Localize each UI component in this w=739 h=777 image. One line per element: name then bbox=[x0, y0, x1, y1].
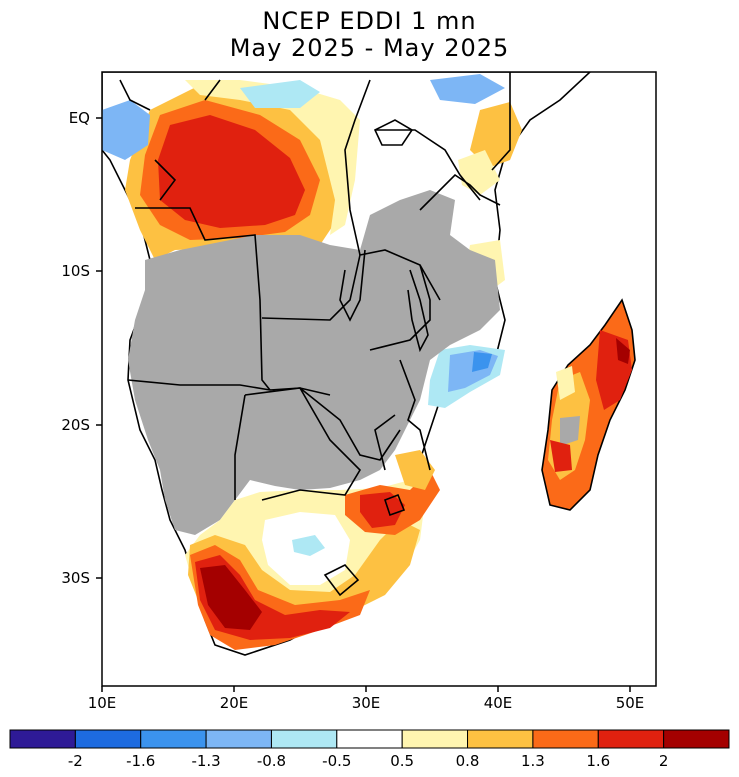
map-frame bbox=[101, 71, 657, 687]
legend-label: -0.8 bbox=[257, 752, 286, 770]
legend-swatch bbox=[74, 729, 142, 749]
lon-label: 10E bbox=[88, 694, 117, 712]
map-fields bbox=[102, 72, 636, 656]
lake-malawi bbox=[407, 269, 429, 353]
lon-label: 30E bbox=[352, 694, 381, 712]
border-tanzania bbox=[419, 173, 501, 211]
lat-label: 10S bbox=[61, 262, 90, 280]
legend-swatch bbox=[336, 729, 403, 749]
lake-victoria bbox=[373, 119, 414, 146]
border-botswana bbox=[244, 387, 362, 501]
gabon-wet bbox=[102, 100, 150, 160]
legend-swatch bbox=[205, 729, 272, 749]
legend-swatch bbox=[270, 729, 338, 749]
legend-colorbar: -2 -1.6 -1.3 -0.8 -0.5 0.5 0.8 1.3 1.6 2 bbox=[9, 729, 730, 770]
lat-label: 20S bbox=[61, 416, 90, 434]
legend-label: 2 bbox=[659, 752, 669, 770]
legend-label: 0.8 bbox=[456, 752, 480, 770]
legend-label: -1.6 bbox=[126, 752, 155, 770]
eswatini-severe bbox=[360, 492, 405, 528]
border-mozambique bbox=[399, 359, 431, 471]
north-central-wet bbox=[240, 80, 320, 108]
legend-label: 0.5 bbox=[390, 752, 414, 770]
central-africa-mild bbox=[185, 80, 360, 235]
legend-swatch bbox=[532, 729, 599, 749]
country-borders bbox=[119, 72, 511, 597]
map-subtitle: May 2025 - May 2025 bbox=[229, 34, 510, 62]
south-africa-extreme bbox=[200, 565, 262, 630]
border-west bbox=[119, 79, 221, 201]
mozambique-south-moderate bbox=[395, 450, 435, 490]
border-eswatini bbox=[383, 493, 406, 517]
lon-label: 20E bbox=[220, 694, 249, 712]
mozambique-wet-strong bbox=[472, 352, 492, 372]
lon-label: 40E bbox=[484, 694, 513, 712]
border-drc-east bbox=[344, 79, 371, 256]
legend-label: 1.6 bbox=[586, 752, 610, 770]
border-malawi bbox=[369, 264, 431, 351]
legend-swatch bbox=[663, 729, 730, 749]
map-title: NCEP EDDI 1 mn bbox=[262, 7, 477, 35]
south-africa-wet-spot bbox=[292, 535, 325, 556]
lake-tanganyika bbox=[339, 249, 366, 322]
legend-swatch bbox=[401, 729, 469, 749]
lat-label: 30S bbox=[61, 569, 90, 587]
legend-label: -2 bbox=[68, 752, 83, 770]
border-namibia-north bbox=[127, 379, 331, 396]
legend-label: -0.5 bbox=[322, 752, 351, 770]
longitude-axis: 10E 20E 30E 40E 50E bbox=[88, 686, 645, 712]
lat-label: EQ bbox=[69, 109, 90, 127]
legend-swatch bbox=[597, 729, 665, 749]
legend-swatch bbox=[140, 729, 207, 749]
border-namibia-east bbox=[234, 394, 246, 500]
border-zimbabwe bbox=[299, 387, 401, 461]
legend-swatch bbox=[9, 729, 76, 749]
legend-label: -1.3 bbox=[191, 752, 220, 770]
border-sa-north bbox=[374, 414, 396, 471]
east-africa-wet bbox=[430, 74, 505, 104]
madagascar-extreme bbox=[616, 338, 630, 364]
no-data-mask bbox=[128, 190, 500, 535]
legend-swatch bbox=[467, 729, 534, 749]
latitude-axis: EQ 10S 20S 30S bbox=[61, 109, 102, 587]
madagascar-severe-south bbox=[550, 440, 572, 472]
central-africa-severe bbox=[158, 115, 305, 228]
madagascar-mild bbox=[556, 366, 575, 400]
border-lesotho bbox=[323, 564, 360, 597]
lon-label: 50E bbox=[616, 694, 645, 712]
border-angola bbox=[135, 207, 271, 391]
border-somalia bbox=[491, 72, 511, 171]
legend-label: 1.3 bbox=[521, 752, 545, 770]
madagascar-severe bbox=[596, 330, 632, 410]
madagascar-no-data bbox=[560, 416, 580, 446]
border-uganda-kenya bbox=[375, 129, 481, 201]
